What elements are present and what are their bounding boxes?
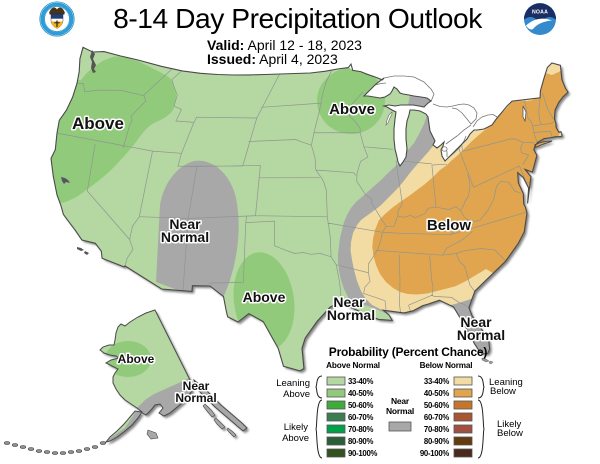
- svg-text:40-50%: 40-50%: [348, 389, 373, 398]
- svg-text:Near: Near: [183, 379, 210, 393]
- svg-text:Normal: Normal: [386, 406, 414, 416]
- svg-text:Near: Near: [391, 396, 410, 406]
- svg-text:Likely: Likely: [497, 419, 522, 430]
- svg-text:Leaning: Leaning: [276, 378, 310, 389]
- svg-text:Near: Near: [460, 314, 492, 330]
- svg-text:70-80%: 70-80%: [348, 425, 373, 434]
- svg-text:Normal: Normal: [175, 391, 216, 405]
- svg-text:Above: Above: [283, 389, 310, 400]
- svg-text:Leaning: Leaning: [489, 377, 523, 388]
- svg-text:Above Normal: Above Normal: [326, 361, 380, 370]
- svg-text:60-70%: 60-70%: [424, 413, 449, 422]
- svg-text:90-100%: 90-100%: [420, 449, 449, 458]
- svg-text:Above: Above: [282, 433, 309, 444]
- svg-text:Near: Near: [169, 216, 201, 232]
- svg-text:60-70%: 60-70%: [348, 413, 373, 422]
- svg-text:Likely: Likely: [284, 422, 309, 433]
- svg-text:50-60%: 50-60%: [424, 401, 449, 410]
- svg-text:Above: Above: [118, 352, 155, 366]
- svg-text:Valid: April 12 - 18, 2023: Valid: April 12 - 18, 2023: [207, 37, 362, 53]
- svg-text:8-14 Day Precipitation Outlook: 8-14 Day Precipitation Outlook: [113, 2, 483, 34]
- svg-text:Probability (Percent Chance): Probability (Percent Chance): [329, 345, 488, 359]
- svg-text:NOAA: NOAA: [532, 10, 548, 16]
- svg-text:Below: Below: [427, 217, 472, 234]
- svg-text:Normal: Normal: [457, 327, 505, 343]
- svg-text:Near: Near: [333, 294, 365, 310]
- svg-text:80-90%: 80-90%: [348, 437, 373, 446]
- svg-text:70-80%: 70-80%: [424, 425, 449, 434]
- svg-text:Below: Below: [497, 428, 523, 439]
- svg-text:Below Normal: Below Normal: [420, 361, 473, 370]
- svg-text:Above: Above: [243, 289, 286, 305]
- svg-text:Above: Above: [329, 101, 375, 118]
- svg-text:Issued: April 4, 2023: Issued: April 4, 2023: [207, 51, 338, 67]
- svg-text:80-90%: 80-90%: [424, 437, 449, 446]
- svg-text:Above: Above: [72, 114, 124, 133]
- svg-text:Normal: Normal: [161, 229, 209, 245]
- svg-text:33-40%: 33-40%: [348, 377, 373, 386]
- svg-text:90-100%: 90-100%: [348, 449, 377, 458]
- svg-text:40-50%: 40-50%: [424, 389, 449, 398]
- svg-text:Below: Below: [490, 386, 516, 397]
- svg-text:50-60%: 50-60%: [348, 401, 373, 410]
- svg-text:33-40%: 33-40%: [424, 377, 449, 386]
- svg-text:Normal: Normal: [327, 307, 375, 323]
